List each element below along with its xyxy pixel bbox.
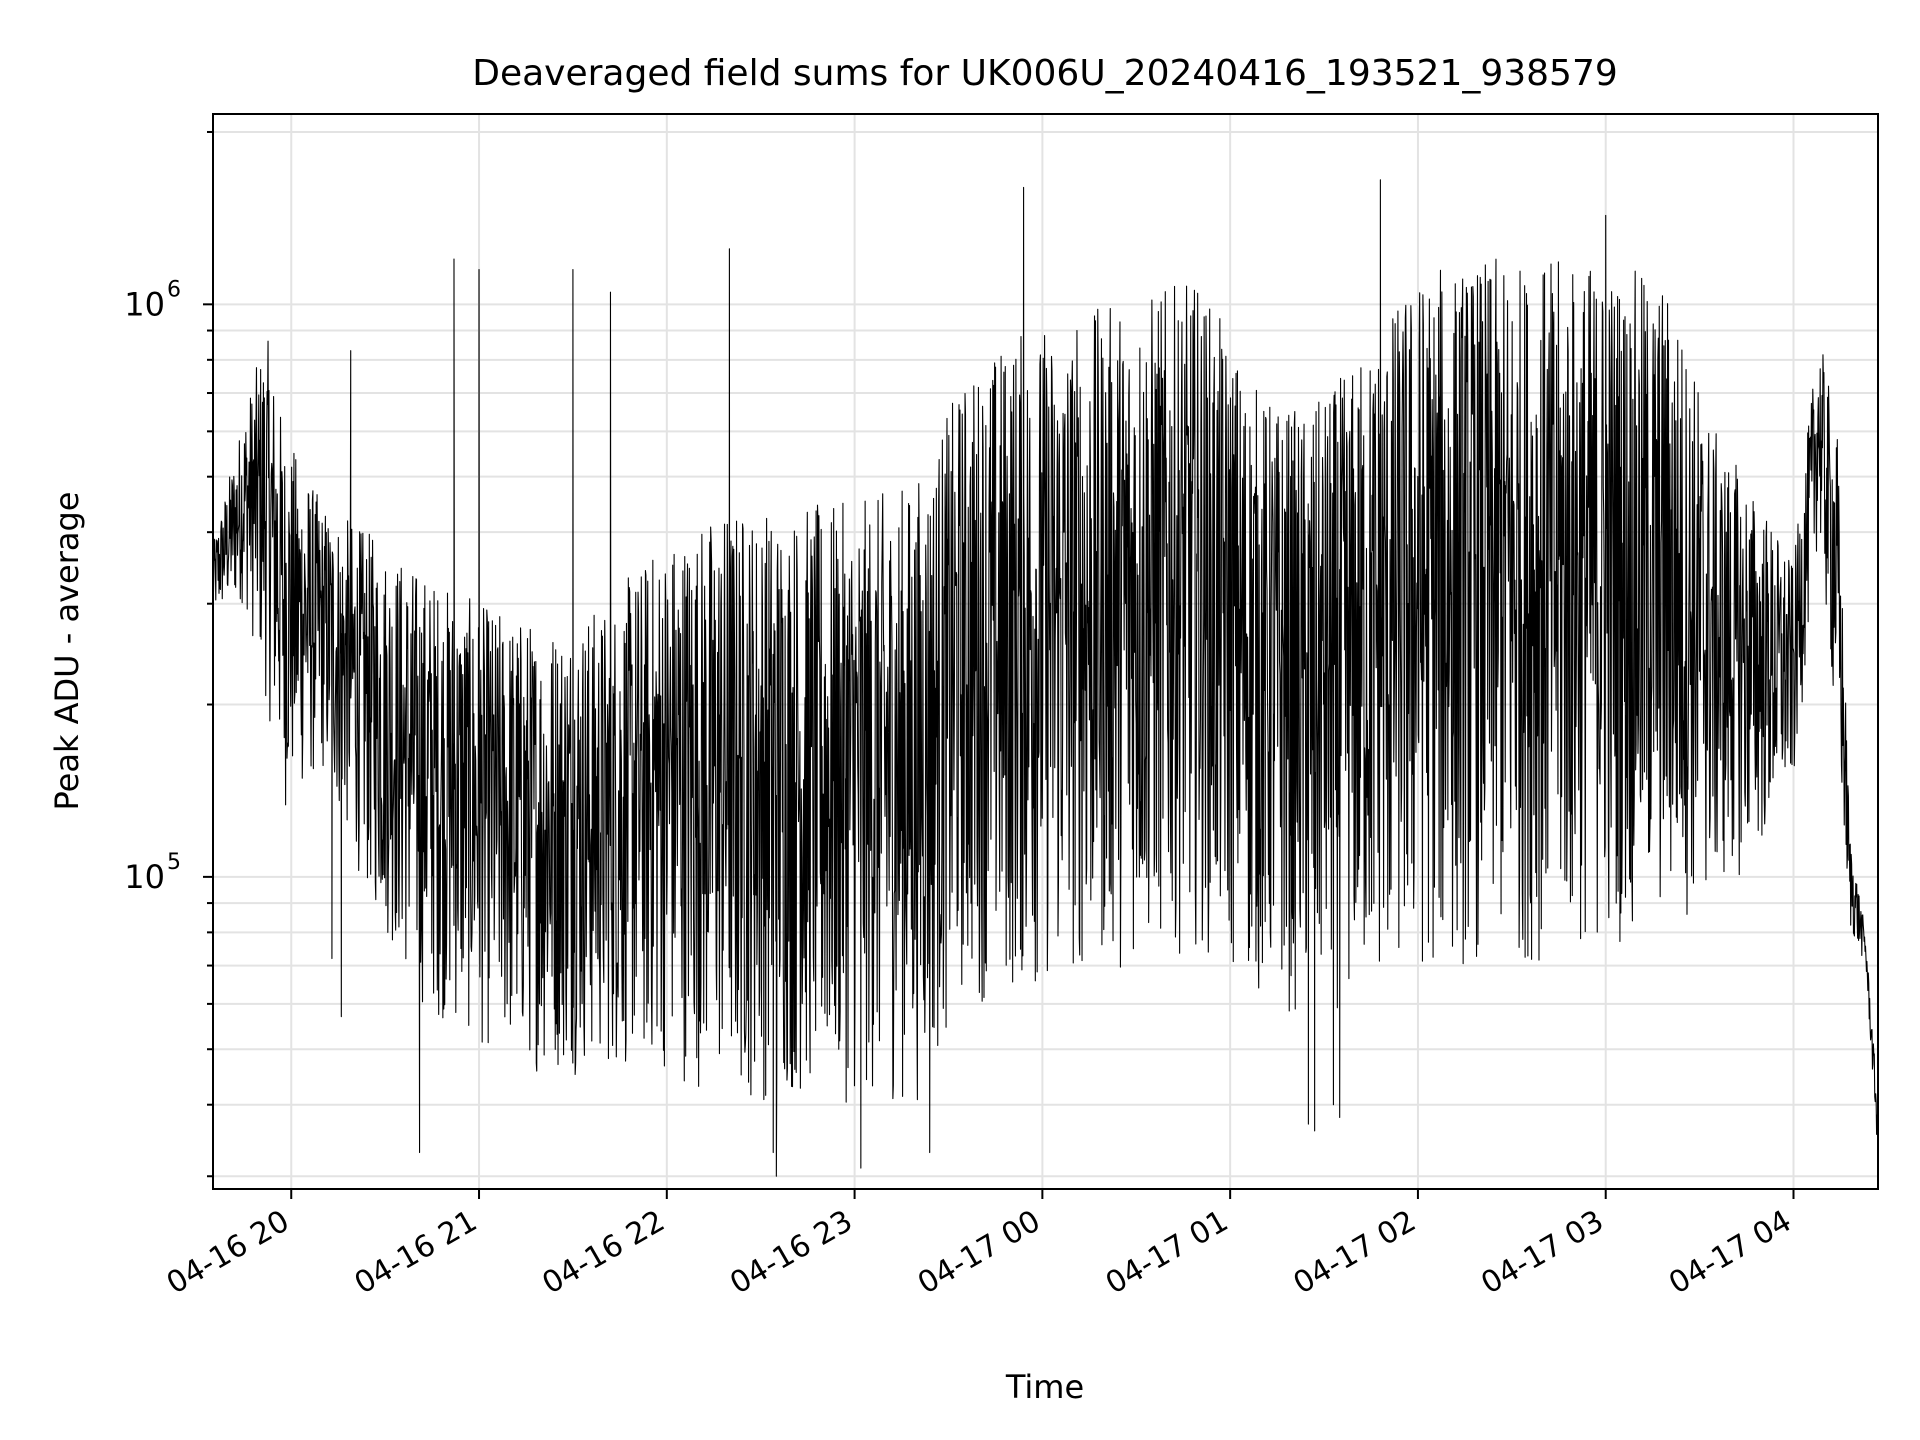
plot-frame <box>212 113 1879 1190</box>
y-tick-label: 10 <box>124 858 165 896</box>
y-tick-exponent: 6 <box>167 277 181 302</box>
y-tick-exponent: 5 <box>167 850 181 875</box>
chart-title: Deaveraged field sums for UK006U_2024041… <box>472 53 1618 94</box>
x-axis-label: Time <box>1005 1368 1084 1406</box>
y-tick-label: 10 <box>124 285 165 323</box>
grid <box>213 114 1878 1189</box>
series-line <box>212 179 1879 1177</box>
series-layer <box>212 179 1879 1177</box>
y-axis-label: Peak ADU - average <box>48 492 86 811</box>
